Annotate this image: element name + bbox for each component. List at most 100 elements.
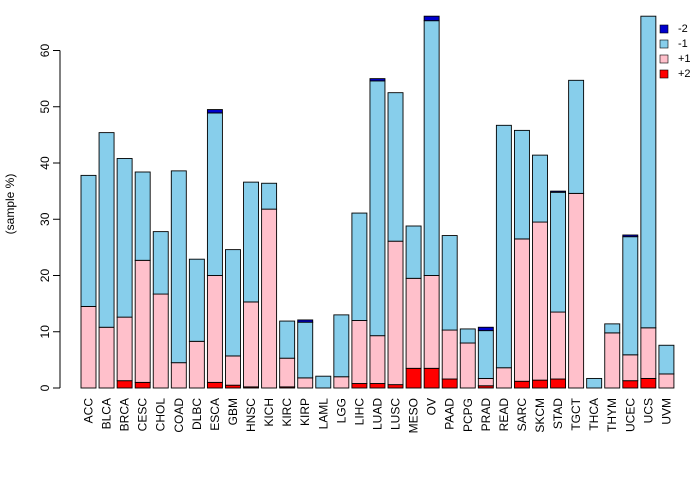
bar-segment	[243, 301, 259, 388]
bar-segment	[333, 376, 350, 389]
bar-segment	[441, 235, 458, 331]
x-tick-label: LUSC	[389, 398, 403, 430]
bar-segment	[170, 362, 187, 389]
x-tick-label: UCS	[641, 398, 655, 423]
bar-segment	[297, 321, 314, 379]
bar-segment	[225, 249, 241, 357]
x-tick-label: LGG	[334, 398, 348, 423]
x-tick-label: KIRC	[280, 398, 294, 427]
bar-segment	[495, 367, 512, 389]
x-tick-label: UVM	[659, 398, 673, 425]
bar-segment	[225, 355, 241, 386]
x-tick-label: SARC	[515, 398, 529, 432]
x-tick-label: STAD	[551, 398, 565, 429]
bar-segment	[387, 384, 404, 389]
bar-segment	[405, 225, 422, 279]
bar-segment	[622, 234, 639, 238]
bar-segment	[369, 80, 386, 337]
bar-segment	[622, 354, 639, 382]
bar-segment	[513, 380, 530, 389]
y-tick-label: 50	[38, 100, 52, 114]
y-tick-label: 40	[38, 156, 52, 170]
y-tick-label: 60	[38, 44, 52, 58]
bar-segment	[423, 275, 440, 369]
x-tick-label: LUAD	[370, 398, 384, 430]
bar-segment	[477, 377, 494, 387]
bar-segment	[441, 329, 458, 380]
bar-segment	[152, 293, 169, 389]
bar-segment	[405, 277, 422, 369]
x-tick-label: BLCA	[100, 398, 114, 429]
bar-segment	[550, 191, 567, 313]
x-tick-label: PAAD	[443, 398, 457, 430]
x-tick-label: ACC	[82, 398, 96, 424]
bar-segment	[550, 378, 567, 389]
x-tick-label: THCA	[587, 398, 601, 431]
legend-swatch	[659, 69, 669, 79]
y-tick-label: 0	[38, 384, 52, 391]
bar-segment	[297, 319, 314, 323]
bar-segment	[333, 314, 350, 378]
x-tick-labels: ACC BLCA BRCA CESC CHOL COAD DLBC ESCA GBM HNSC KI…	[82, 397, 674, 433]
bar-segment	[98, 326, 115, 389]
x-tick-label: PCPG	[461, 398, 475, 432]
bar-segment	[206, 112, 223, 276]
bar-segment	[640, 327, 657, 379]
x-tick-label: BRCA	[118, 398, 132, 431]
legend-label: +1	[678, 53, 691, 65]
bar-segment	[640, 15, 657, 329]
bar-segment	[279, 357, 296, 388]
bar-segment	[315, 375, 332, 389]
bar-segment	[134, 171, 151, 261]
bar-segment	[459, 328, 476, 344]
bar-segment	[604, 323, 621, 334]
bar-segment	[279, 320, 296, 359]
legend-swatch	[659, 24, 669, 34]
y-tick-label: 10	[38, 325, 52, 339]
legend-label: -1	[678, 38, 688, 50]
bar-segment	[459, 342, 476, 389]
bar-segment	[261, 182, 278, 210]
bar-segment	[170, 170, 187, 364]
bar-segment	[261, 208, 278, 389]
x-tick-label: CHOL	[154, 398, 168, 432]
x-tick-label: LIHC	[352, 398, 366, 426]
bar-segment	[369, 335, 386, 384]
bar-segment	[188, 258, 205, 342]
bar-segment	[532, 154, 548, 223]
bar-segment	[80, 305, 97, 389]
bar-segment	[495, 124, 512, 369]
bar-segment	[423, 367, 440, 389]
bar-segment	[658, 344, 675, 375]
x-tick-label: OV	[425, 398, 439, 415]
x-tick-label: DLBC	[190, 398, 204, 430]
bar-segment	[441, 378, 458, 389]
legend-swatch	[659, 54, 669, 64]
x-tick-label: ESCA	[208, 398, 222, 431]
bar-segment	[206, 109, 223, 114]
bar-segment	[532, 221, 548, 381]
bar-segment	[243, 181, 259, 303]
bar-segment	[206, 275, 223, 383]
bar-segment	[550, 190, 567, 193]
x-tick-label: MESO	[407, 398, 421, 433]
bar-segment	[568, 192, 585, 389]
bar-segment	[134, 259, 151, 383]
y-tick-label: 30	[38, 212, 52, 226]
bar-segment	[134, 381, 151, 389]
x-tick-label: THYM	[605, 398, 619, 432]
bar-segment	[351, 320, 368, 384]
bar-segment	[297, 377, 314, 389]
x-tick-label: UCEC	[623, 398, 637, 432]
bar-segment	[387, 240, 404, 386]
bar-segment	[405, 367, 422, 389]
x-tick-label: COAD	[172, 398, 186, 433]
bar-segment	[423, 20, 440, 276]
bar-segment	[351, 212, 368, 321]
x-tick-label: CESC	[136, 398, 150, 432]
x-tick-label: LAML	[316, 398, 330, 430]
x-tick-label: SKCM	[533, 398, 547, 433]
bar-segment	[387, 92, 404, 242]
y-axis: 0 10 20 30 40 50 60	[38, 44, 61, 391]
